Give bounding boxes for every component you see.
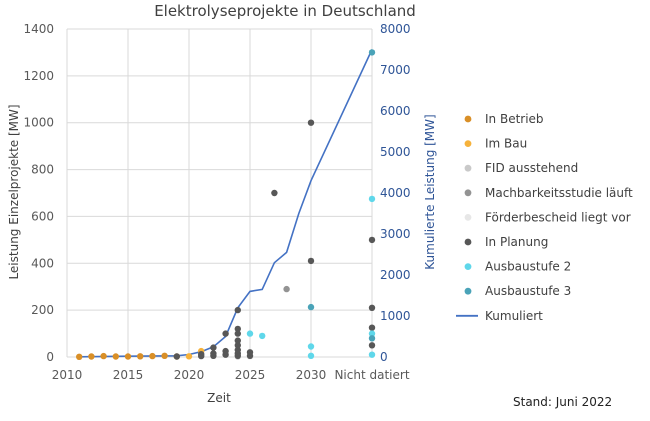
data-point xyxy=(246,330,254,337)
y2-tick-label: 5000 xyxy=(380,145,411,159)
data-point xyxy=(368,342,376,349)
y-tick-label: 600 xyxy=(31,209,54,223)
data-point xyxy=(234,330,241,337)
legend-label: Förderbescheid liegt vor xyxy=(485,210,631,224)
data-point xyxy=(234,306,241,314)
y-tick-label: 200 xyxy=(31,303,54,317)
legend-label: Machbarkeitsstudie läuft xyxy=(485,186,633,200)
data-point xyxy=(368,236,376,244)
data-point xyxy=(368,49,376,56)
data-point xyxy=(198,351,205,358)
data-point xyxy=(307,352,315,359)
legend-label: FID ausstehend xyxy=(485,161,578,175)
data-point xyxy=(100,352,107,360)
y2-tick-label: 2000 xyxy=(380,268,411,282)
data-point xyxy=(112,353,120,360)
legend: In Betrieb Im Bau FID ausstehend Machbarkei… xyxy=(456,112,633,323)
y-tick-label: 800 xyxy=(31,163,54,177)
x-axis-label: Zeit xyxy=(207,391,231,405)
x-axis-ticks: 2010 2015 2020 2025 2030 Nicht datiert xyxy=(52,368,410,382)
x-tick-label: 2025 xyxy=(235,368,266,382)
data-point xyxy=(137,353,144,360)
legend-label: In Betrieb xyxy=(485,112,544,126)
legend-swatch xyxy=(464,115,472,123)
data-point xyxy=(161,352,168,359)
data-point xyxy=(368,324,376,331)
y-tick-label: 1400 xyxy=(23,22,54,36)
legend-swatch xyxy=(464,189,472,197)
legend-label: Ausbaustufe 3 xyxy=(485,284,571,298)
x-tick-label: 2010 xyxy=(52,368,83,382)
data-point xyxy=(210,350,217,357)
legend-label: Im Bau xyxy=(485,137,527,151)
y2-tick-label: 3000 xyxy=(380,227,411,241)
y-axis-ticks: 0 200 400 600 800 1000 1200 1400 xyxy=(23,22,54,364)
legend-swatch xyxy=(464,214,472,221)
x-tick-label: 2015 xyxy=(113,368,144,382)
data-point xyxy=(173,353,180,360)
y-tick-label: 0 xyxy=(46,350,54,364)
y-axis-label: Leistung Einzelprojekte [MW] xyxy=(7,104,21,279)
data-point xyxy=(246,349,254,356)
legend-label: In Planung xyxy=(485,235,548,249)
x-tick-label: Nicht datiert xyxy=(334,368,409,382)
data-point xyxy=(259,332,266,340)
y2-tick-label: 1000 xyxy=(380,309,411,323)
data-point xyxy=(234,342,241,349)
legend-label: Ausbaustufe 2 xyxy=(485,260,571,274)
y-tick-label: 1200 xyxy=(23,69,54,83)
y2-tick-label: 8000 xyxy=(380,22,411,36)
cumulative-line xyxy=(79,49,373,358)
data-point xyxy=(234,325,241,333)
y2-axis-ticks: 0 1000 2000 3000 4000 5000 6000 7000 8000 xyxy=(380,22,411,364)
legend-swatch xyxy=(464,140,472,148)
data-point xyxy=(368,195,376,203)
y-tick-label: 400 xyxy=(31,256,54,270)
y2-axis-label: Kumulierte Leistung [MW] xyxy=(423,114,437,269)
data-point xyxy=(222,330,229,337)
scatter-points-layer xyxy=(76,49,376,360)
data-point xyxy=(368,335,376,342)
grid xyxy=(66,28,373,358)
legend-swatch xyxy=(464,287,472,295)
data-point xyxy=(368,351,376,358)
data-point xyxy=(88,353,95,360)
data-point xyxy=(283,285,290,293)
data-point xyxy=(124,353,132,360)
data-point xyxy=(76,353,83,360)
footnote: Stand: Juni 2022 xyxy=(513,395,613,409)
data-point xyxy=(307,257,315,265)
data-point xyxy=(185,353,193,360)
data-point xyxy=(307,119,315,126)
data-point xyxy=(368,304,376,311)
y2-tick-label: 4000 xyxy=(380,186,411,200)
data-point xyxy=(307,343,315,350)
data-point xyxy=(222,347,229,355)
data-point xyxy=(210,344,217,351)
data-point xyxy=(234,346,241,354)
data-point xyxy=(307,303,315,311)
x-tick-label: 2020 xyxy=(174,368,205,382)
y2-tick-label: 6000 xyxy=(380,104,411,118)
chart-title: Elektrolyseprojekte in Deutschland xyxy=(154,2,416,20)
data-point xyxy=(368,330,376,337)
legend-swatch xyxy=(464,263,472,270)
y2-tick-label: 0 xyxy=(380,350,388,364)
legend-swatch xyxy=(464,238,472,246)
legend-label: Kumuliert xyxy=(485,309,543,323)
data-point xyxy=(234,337,241,344)
cumulative-line-layer xyxy=(79,49,373,358)
data-point xyxy=(149,352,156,360)
x-tick-label: 2030 xyxy=(296,368,327,382)
legend-swatch xyxy=(464,164,472,172)
y2-tick-label: 7000 xyxy=(380,63,411,77)
y-tick-label: 1000 xyxy=(23,116,54,130)
data-point xyxy=(271,189,278,197)
